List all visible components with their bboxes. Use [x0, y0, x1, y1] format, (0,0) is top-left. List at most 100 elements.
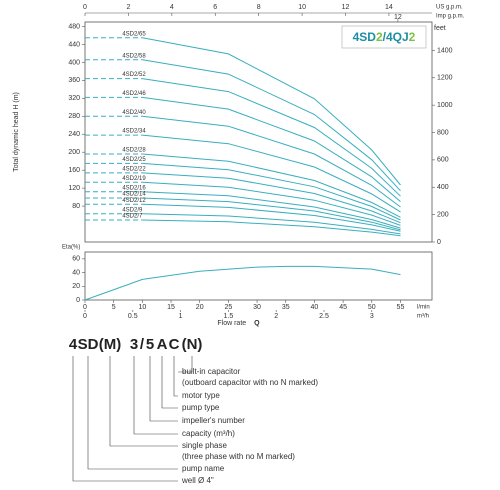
curve	[142, 115, 401, 208]
series-label: 4SD2/9	[122, 207, 143, 213]
curve	[142, 78, 401, 197]
leader-line	[109, 356, 178, 447]
curve	[142, 172, 401, 224]
series-label: 4SD2/25	[122, 157, 146, 163]
eta-y-tick-label: 0	[76, 297, 80, 304]
curve	[142, 213, 401, 235]
x2-tick-label: 0.5	[128, 313, 138, 320]
y2-tick-label: 1000	[437, 102, 453, 109]
series-label: 4SD2/52	[122, 72, 146, 78]
y-tick-label: 160	[68, 167, 80, 174]
description-note: (three phase with no M marked)	[182, 452, 295, 461]
x-axis-label: Flow rate Q	[217, 320, 260, 327]
series-label: 4SD2/22	[122, 166, 146, 172]
x2-tick-label: 4	[170, 4, 174, 11]
x2-tick-label: 3	[370, 313, 374, 320]
leader-line	[72, 356, 178, 482]
series-label: 4SD2/46	[122, 91, 146, 97]
title-box	[341, 25, 427, 49]
x-label-text: Flow rate	[217, 320, 246, 327]
series-label: 4SD2/58	[122, 53, 146, 59]
curve	[142, 153, 401, 218]
eta-y-label: Eta(%)	[62, 245, 80, 251]
x3-tick-label: 12	[394, 14, 402, 21]
x-tick-label: 55	[397, 304, 405, 311]
y-tick-label: 320	[68, 95, 80, 102]
series-label: 4SD2/40	[122, 110, 146, 116]
eta-y-tick-label: 20	[72, 283, 80, 290]
y2-tick-label: 800	[437, 129, 449, 136]
leader-line	[173, 356, 178, 397]
y-tick-label: 480	[68, 23, 80, 30]
x2-tick-label: 8	[257, 4, 261, 11]
curve	[142, 59, 401, 192]
y-tick-label: 440	[68, 41, 80, 48]
x2-tick-label: 1.5	[224, 313, 234, 320]
curve	[142, 181, 401, 226]
eta-y-tick-label: 60	[72, 256, 80, 263]
x-tick-label: 15	[167, 304, 175, 311]
model-code-part: 3	[130, 336, 138, 353]
x2-tick-label: 0	[83, 313, 87, 320]
title-part: 2	[409, 30, 416, 44]
model-code-part: 5	[146, 336, 154, 353]
curve	[142, 219, 401, 237]
x-tick-label: 45	[339, 304, 347, 311]
x2-unit: m³/h	[417, 314, 429, 320]
series-label: 4SD2/16	[122, 185, 146, 191]
curve	[142, 197, 401, 231]
x2-tick-label: 10	[298, 4, 306, 11]
x2-axis-label: US g.p.m.	[436, 5, 463, 11]
description: capacity (m³/h)	[182, 429, 235, 438]
model-code-part: C	[169, 336, 180, 353]
y-tick-label: 240	[68, 131, 80, 138]
description: impeller's number	[182, 416, 245, 425]
description: motor type	[182, 391, 220, 400]
head-plot-frame	[84, 21, 433, 243]
x2-tick-label: 2	[126, 4, 130, 11]
x-tick-label: 20	[196, 304, 204, 311]
x2-tick-label: 14	[385, 4, 393, 11]
x-tick-label: 0	[83, 304, 87, 311]
y2-tick-label: 200	[437, 211, 449, 218]
description: built-in capacitor	[182, 367, 241, 376]
curve	[142, 162, 401, 221]
x-tick-label: 30	[253, 304, 261, 311]
description-note: (outboard capacitor with no N marked)	[182, 378, 318, 387]
model-code-part: /	[140, 336, 145, 353]
x2-tick-label: 6	[213, 4, 217, 11]
chart-title: 4SD2/4QJ2	[353, 30, 416, 44]
x2-tick-label: 2	[274, 313, 278, 320]
curve	[142, 96, 401, 202]
title-part: /4QJ	[383, 30, 409, 44]
curve	[142, 37, 401, 186]
x-tick-label: 5	[112, 304, 116, 311]
model-code-part: (N)	[182, 336, 203, 353]
x-tick-label: 50	[368, 304, 376, 311]
x2-tick-label: 12	[342, 4, 350, 11]
series-label: 4SD2/12	[122, 198, 146, 204]
series-label: 4SD2/19	[122, 176, 146, 182]
x2-tick-label: 1	[179, 313, 183, 320]
leader-line	[133, 356, 178, 435]
leader-line	[149, 356, 178, 422]
description: single phase	[182, 441, 227, 450]
curve	[142, 134, 401, 213]
x3-axis-label: Imp g.p.m.	[436, 14, 465, 20]
description: pump name	[182, 464, 225, 473]
y-tick-label: 120	[68, 185, 80, 192]
eta-curve	[84, 265, 401, 301]
model-code-part: A	[157, 336, 168, 353]
eta-plot-frame	[84, 251, 433, 301]
leader-line	[87, 356, 178, 470]
x-tick-label: 40	[311, 304, 319, 311]
series-label: 4SD2/28	[122, 148, 146, 154]
leader-line	[178, 356, 193, 373]
y2-tick-label: 600	[437, 157, 449, 164]
leader-line	[161, 356, 178, 409]
y2-tick-label: 1400	[437, 47, 453, 54]
x-tick-label: 10	[138, 304, 146, 311]
model-code-part: 4	[69, 336, 78, 353]
description: pump type	[182, 403, 220, 412]
